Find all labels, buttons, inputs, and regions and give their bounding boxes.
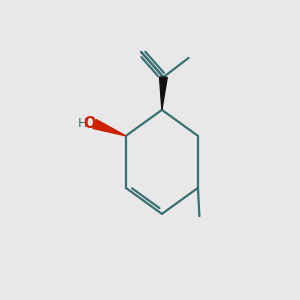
Polygon shape xyxy=(93,119,126,136)
Polygon shape xyxy=(160,77,167,110)
Text: H: H xyxy=(77,117,87,130)
Text: O: O xyxy=(84,116,96,131)
